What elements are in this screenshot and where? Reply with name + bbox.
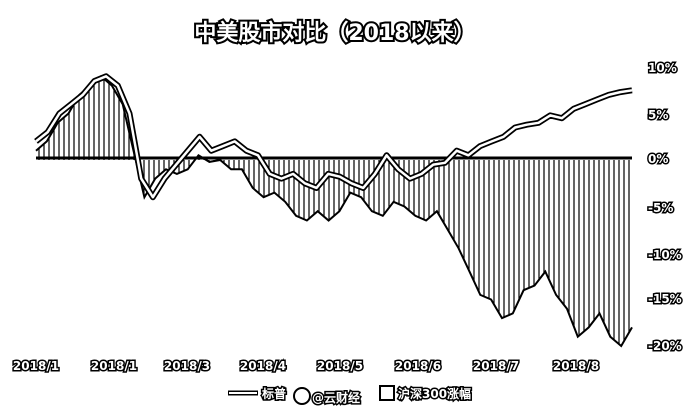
x-tick-label: 2018/4 <box>240 359 286 373</box>
x-tick-label: 2018/7 <box>473 359 519 373</box>
legend-area-swatch <box>379 385 395 401</box>
y-tick-label: -15% <box>648 292 682 306</box>
y-tick-label: 10% <box>648 61 677 75</box>
x-tick-label: 2018/8 <box>553 359 599 373</box>
legend-label-csi300: 沪深300涨幅 <box>398 386 471 401</box>
x-tick-label: 2018/3 <box>164 359 210 373</box>
x-tick-label: 2018/1 <box>91 359 137 373</box>
x-tick-label: 2018/6 <box>395 359 441 373</box>
y-tick-label: 5% <box>648 108 668 122</box>
weibo-logo-icon <box>293 387 311 405</box>
y-axis-tick-labels: 10% 5% 0% -5% -10% -15% -20% <box>647 60 684 355</box>
series-line <box>35 75 633 199</box>
series-line-layer <box>34 73 633 201</box>
y-tick-label: -10% <box>648 248 682 262</box>
series-area-layer <box>35 74 633 348</box>
chart-title: 中美股市对比（2018以来） <box>194 20 475 46</box>
legend: 标普 沪深300涨幅 <box>228 385 473 403</box>
legend-label-sp: 标普 <box>261 386 286 401</box>
x-tick-label: 2018/1 <box>13 359 59 373</box>
x-tick-label: 2018/5 <box>317 359 363 373</box>
y-tick-label: -20% <box>648 339 682 353</box>
y-tick-label: 0% <box>648 152 668 166</box>
y-tick-label: -5% <box>648 201 673 215</box>
x-axis-tick-labels: 2018/1 2018/1 2018/3 2018/4 2018/5 2018/… <box>11 358 600 375</box>
watermark: @云财经 <box>293 387 362 407</box>
watermark-text: @云财经 <box>312 390 360 405</box>
